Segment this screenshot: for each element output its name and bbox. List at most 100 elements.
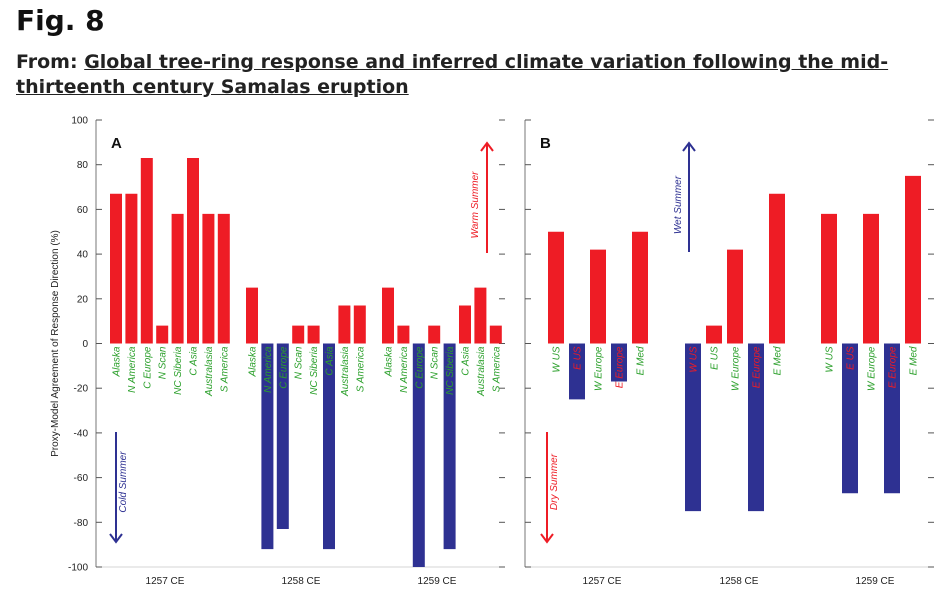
bar-s-america	[353, 305, 366, 344]
panel-a-up-arrow-head	[480, 141, 494, 152]
panel-b-up-arrow-head	[682, 141, 696, 152]
bar-e-med	[905, 175, 921, 344]
category-label-alaska: Alaska	[384, 346, 395, 377]
bar-e-europe	[611, 343, 627, 382]
bar-c-asia	[187, 157, 199, 344]
panel-b-up-annotation: Wet Summer	[673, 175, 684, 234]
category-label-alaska: Alaska	[248, 346, 259, 377]
group-label-1257-ce: 1257 CE	[583, 576, 622, 587]
bar-e-us	[842, 343, 858, 494]
bar-e-europe	[884, 343, 900, 494]
y-tick-label: -40	[74, 428, 89, 439]
bar-e-med	[632, 231, 648, 344]
bar-n-scan	[292, 325, 305, 344]
bar-w-europe	[863, 213, 879, 344]
category-label-alaska: Alaska	[112, 346, 123, 377]
bar-e-us	[569, 343, 585, 400]
category-label-e-med: E Med	[636, 346, 647, 375]
bar-w-us	[548, 231, 564, 344]
bar-australasia	[474, 287, 487, 344]
bar-australasia	[202, 213, 215, 344]
bar-e-us	[706, 325, 722, 344]
category-label-n-america: N America	[399, 346, 410, 393]
panel-b-letter: B	[540, 135, 551, 152]
article-title-link[interactable]: Global tree-ring response and inferred c…	[16, 51, 889, 98]
category-label-c-asia: C Asia	[325, 346, 336, 376]
category-label-n-scan: N Scan	[158, 346, 169, 379]
y-tick-label: -20	[74, 384, 89, 395]
from-prefix: From:	[16, 51, 85, 73]
group-label-1259-ce: 1259 CE	[856, 576, 895, 587]
group-label-1258-ce: 1258 CE	[282, 576, 321, 587]
category-label-australasia: Australasia	[340, 346, 351, 397]
category-label-e-us: E US	[573, 346, 584, 370]
category-label-n-scan: N Scan	[430, 346, 441, 379]
bar-e-med	[769, 193, 785, 344]
category-label-c-europe: C Europe	[278, 346, 289, 389]
bar-w-europe	[590, 249, 606, 344]
figure-caption: From: Global tree-ring response and infe…	[16, 50, 896, 100]
category-label-w-europe: W Europe	[731, 346, 742, 391]
bar-alaska	[382, 287, 394, 344]
category-label-s-america: S America	[219, 346, 230, 392]
panel-b-down-annotation: Dry Summer	[549, 453, 560, 510]
y-tick-label: -60	[74, 473, 89, 484]
y-tick-label: 0	[82, 339, 88, 350]
category-label-e-us: E US	[710, 346, 721, 370]
category-label-c-asia: C Asia	[189, 346, 200, 376]
bar-e-europe	[748, 343, 764, 512]
panel-a-down-annotation: Cold Summer	[118, 451, 129, 513]
bar-n-america	[261, 343, 274, 550]
category-label-w-us: W US	[825, 346, 836, 372]
bar-alaska	[246, 287, 258, 344]
figure-label: Fig. 8	[16, 4, 105, 37]
bar-w-us	[821, 213, 837, 344]
category-label-e-med: E Med	[909, 346, 920, 375]
bar-n-america	[125, 193, 138, 344]
bar-n-scan	[428, 325, 441, 344]
bar-c-asia	[323, 343, 335, 550]
panel-a-letter: A	[111, 135, 122, 152]
category-label-n-america: N America	[263, 346, 274, 393]
bar-c-europe	[412, 343, 425, 567]
bar-alaska	[110, 193, 122, 344]
y-tick-label: 60	[77, 205, 89, 216]
bar-nc-siberia	[171, 213, 184, 344]
bar-nc-siberia	[307, 325, 320, 344]
category-label-s-america: S America	[355, 346, 366, 392]
category-label-c-asia: C Asia	[461, 346, 472, 376]
panel-a-up-annotation: Warm Summer	[470, 171, 481, 239]
category-label-nc-siberia: NC Siberia	[445, 346, 456, 395]
category-label-e-med: E Med	[773, 346, 784, 375]
category-label-e-europe: E Europe	[615, 346, 626, 388]
bar-n-america	[397, 325, 410, 344]
category-label-australasia: Australasia	[476, 346, 487, 397]
category-label-nc-siberia: NC Siberia	[309, 346, 320, 395]
bar-s-america	[217, 213, 230, 344]
category-label-australasia: Australasia	[204, 346, 215, 397]
category-label-n-america: N America	[127, 346, 138, 393]
category-label-w-us: W US	[552, 346, 563, 372]
group-label-1259-ce: 1259 CE	[418, 576, 457, 587]
group-label-1258-ce: 1258 CE	[720, 576, 759, 587]
bar-w-europe	[727, 249, 743, 344]
y-tick-label: 40	[77, 250, 89, 261]
category-label-e-europe: E Europe	[752, 346, 763, 388]
category-label-w-europe: W Europe	[594, 346, 605, 391]
category-label-n-scan: N Scan	[294, 346, 305, 379]
group-label-1257-ce: 1257 CE	[146, 576, 185, 587]
bar-c-asia	[459, 305, 471, 344]
y-tick-label: 20	[77, 294, 89, 305]
panel-b-down-arrow-head	[540, 533, 554, 544]
bar-australasia	[338, 305, 351, 344]
category-label-c-europe: C Europe	[142, 346, 153, 389]
bar-c-europe	[140, 157, 153, 344]
bar-n-scan	[156, 325, 169, 344]
category-label-w-us: W US	[689, 346, 700, 372]
category-label-s-america: S America	[491, 346, 502, 392]
bar-c-europe	[276, 343, 289, 530]
category-label-e-us: E US	[846, 346, 857, 370]
y-axis-label: Proxy-Model Agreement of Response Direct…	[50, 230, 61, 457]
bar-s-america	[489, 325, 502, 344]
